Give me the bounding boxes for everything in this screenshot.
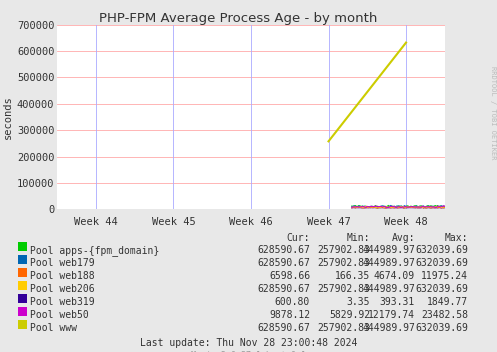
Text: 257902.83: 257902.83	[317, 323, 370, 333]
Text: 444989.97: 444989.97	[362, 284, 415, 294]
Text: 11975.24: 11975.24	[421, 271, 468, 281]
Text: 632039.69: 632039.69	[415, 323, 468, 333]
Text: Pool web206: Pool web206	[30, 284, 94, 294]
Text: 6598.66: 6598.66	[269, 271, 310, 281]
Text: Min:: Min:	[346, 233, 370, 243]
Text: 12179.74: 12179.74	[368, 310, 415, 320]
Text: 600.80: 600.80	[275, 297, 310, 307]
Text: 444989.97: 444989.97	[362, 245, 415, 255]
Text: PHP-FPM Average Process Age - by month: PHP-FPM Average Process Age - by month	[99, 12, 378, 25]
Y-axis label: seconds: seconds	[2, 95, 13, 139]
Text: 632039.69: 632039.69	[415, 258, 468, 268]
Text: 257902.83: 257902.83	[317, 245, 370, 255]
Text: RRDTOOL / TOBI OETIKER: RRDTOOL / TOBI OETIKER	[490, 66, 496, 159]
Text: 4674.09: 4674.09	[374, 271, 415, 281]
Text: 628590.67: 628590.67	[257, 258, 310, 268]
Text: Munin 2.0.37-1ubuntu0.1: Munin 2.0.37-1ubuntu0.1	[191, 351, 306, 352]
Text: Pool web188: Pool web188	[30, 271, 94, 281]
Text: 257902.83: 257902.83	[317, 258, 370, 268]
Text: 444989.97: 444989.97	[362, 323, 415, 333]
Text: 444989.97: 444989.97	[362, 258, 415, 268]
Text: 632039.69: 632039.69	[415, 245, 468, 255]
Text: 628590.67: 628590.67	[257, 323, 310, 333]
Text: 628590.67: 628590.67	[257, 245, 310, 255]
Text: Cur:: Cur:	[286, 233, 310, 243]
Text: Pool www: Pool www	[30, 323, 77, 333]
Text: 3.35: 3.35	[346, 297, 370, 307]
Text: 628590.67: 628590.67	[257, 284, 310, 294]
Text: 9878.12: 9878.12	[269, 310, 310, 320]
Text: Avg:: Avg:	[392, 233, 415, 243]
Text: Pool apps-{fpm_domain}: Pool apps-{fpm_domain}	[30, 245, 159, 256]
Text: 257902.83: 257902.83	[317, 284, 370, 294]
Text: Pool web50: Pool web50	[30, 310, 89, 320]
Text: Pool web179: Pool web179	[30, 258, 94, 268]
Text: 5829.92: 5829.92	[329, 310, 370, 320]
Text: 1849.77: 1849.77	[427, 297, 468, 307]
Text: 166.35: 166.35	[335, 271, 370, 281]
Text: 632039.69: 632039.69	[415, 284, 468, 294]
Text: Last update: Thu Nov 28 23:00:48 2024: Last update: Thu Nov 28 23:00:48 2024	[140, 338, 357, 348]
Text: Pool web319: Pool web319	[30, 297, 94, 307]
Text: Max:: Max:	[444, 233, 468, 243]
Text: 393.31: 393.31	[380, 297, 415, 307]
Text: 23482.58: 23482.58	[421, 310, 468, 320]
